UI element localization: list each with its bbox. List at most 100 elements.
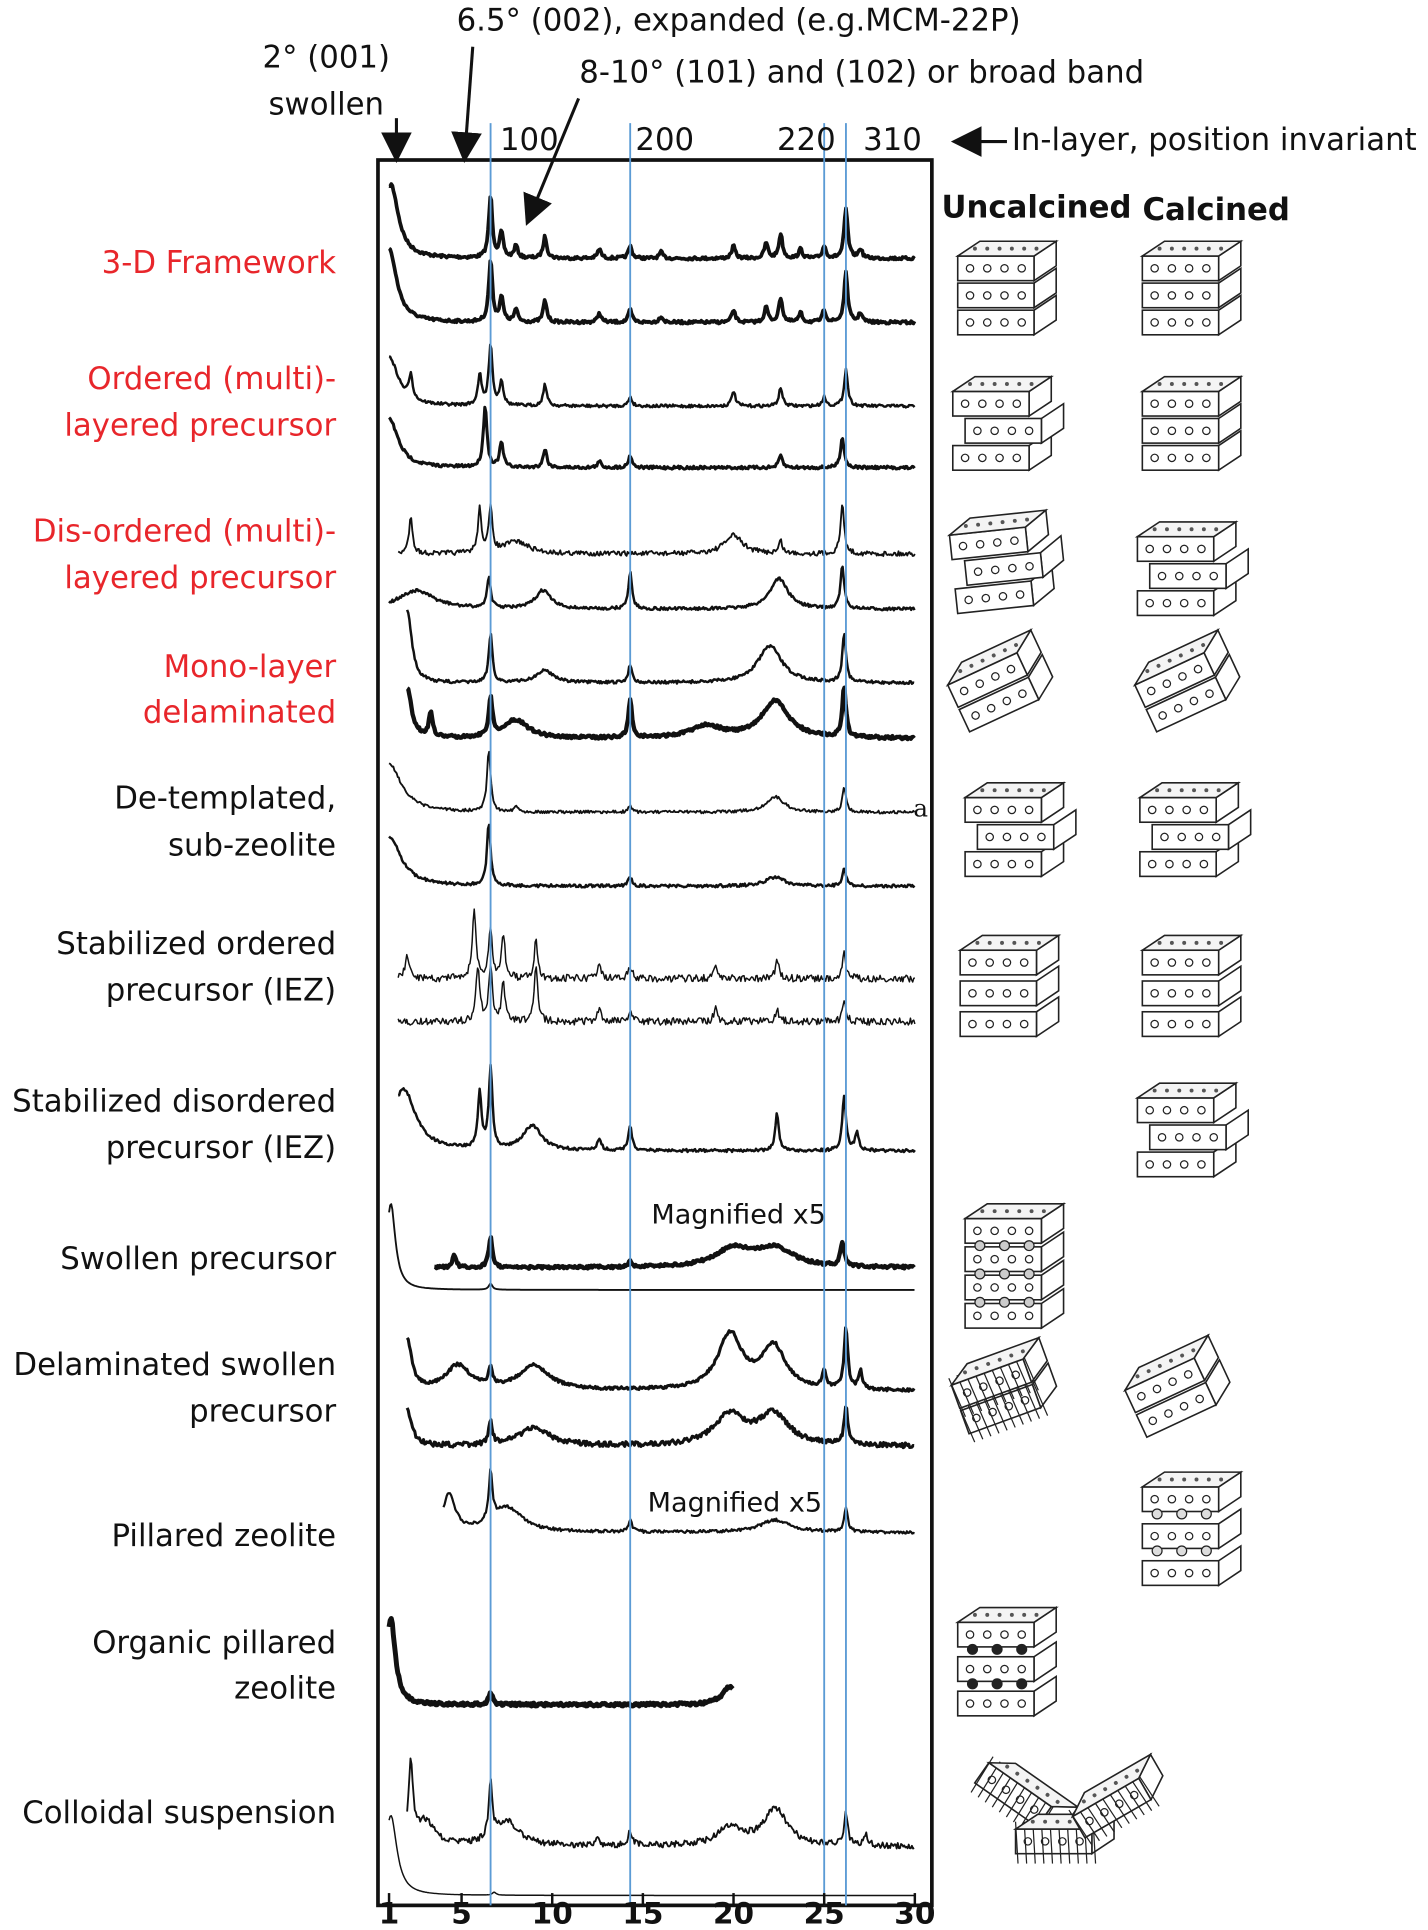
xrd-trace [388,823,916,889]
pore [980,382,985,386]
pore [1113,1781,1118,1785]
pore [1150,264,1159,273]
pore [1164,1409,1173,1418]
xrd-trace [388,1203,915,1291]
pore [1202,1494,1211,1504]
pore [1024,1311,1034,1321]
pore [975,940,980,945]
pore [998,592,1008,601]
pore [1184,958,1194,967]
bristle [965,1400,984,1440]
xrd-trace [405,609,915,686]
pore [992,382,997,386]
slab-top [1134,521,1239,538]
pore [1145,1105,1155,1115]
pore [963,1370,967,1375]
pore [997,1612,1002,1617]
pillar [991,1643,1003,1655]
pore [1179,598,1189,608]
pore [1167,788,1172,793]
pore [960,399,970,409]
pore [991,653,996,658]
pore [988,521,993,526]
structure-icon [946,508,1065,615]
pore [1007,1283,1017,1292]
pore [990,805,999,815]
pore [1202,1568,1211,1578]
pore [1150,453,1159,463]
pore [995,453,1004,463]
row-label: zeolite [234,1670,336,1706]
pore [1167,1531,1177,1541]
pore [1206,382,1211,386]
pore [1150,318,1159,327]
pore [1017,1630,1027,1639]
row-label: Ordered (multi)- [87,361,336,397]
row-label: layered precursor [64,408,336,444]
pore [982,291,992,300]
pore [975,679,985,688]
structure-icon [957,933,1062,1038]
pore [1152,527,1157,532]
pore [1017,788,1022,793]
annotation: 6.5° (002), expanded (e.g.MCM-22P) [457,3,1021,39]
slab-top [1139,1471,1244,1488]
reflection-label: 200 [635,122,694,158]
pore [1192,1133,1201,1142]
pore [1000,1664,1009,1674]
structure-icon [970,1756,1081,1838]
pore [1041,788,1046,793]
pore [1202,318,1211,327]
pore [1092,1793,1097,1798]
pore [968,989,977,998]
pillar [974,1268,986,1280]
arrow [523,97,581,226]
pore [1201,643,1206,647]
pillar [998,1240,1011,1252]
bristle [1030,1376,1049,1416]
xrd-trace [433,1234,916,1271]
pore [1157,1477,1162,1482]
pore [1007,426,1017,436]
pore [1019,832,1029,842]
bristle [1022,1379,1041,1419]
pore [1202,1019,1211,1029]
pore [1179,1105,1189,1115]
pillar [974,1296,986,1308]
pore [1169,246,1174,251]
annotation: 2° (001) [263,40,390,76]
pore [1024,1283,1034,1292]
pore [1189,696,1199,706]
pore [1015,590,1025,599]
pore [1145,598,1155,608]
row-label: Delaminated swollen [13,1347,336,1383]
pore [973,567,983,577]
pore [1000,940,1004,945]
row-label: sub-zeolite [168,827,336,863]
pore [1189,527,1194,532]
pore [1005,1764,1010,1769]
pore [1191,1348,1196,1353]
slab-side [1217,1507,1242,1550]
bristle [1006,1385,1024,1425]
pore [1184,1494,1194,1504]
pore [1199,805,1209,815]
pore [1177,527,1182,532]
pore [1179,788,1184,793]
pore [1219,382,1224,386]
pore [1007,1226,1017,1236]
pore [1202,453,1211,463]
slab-side [1033,1640,1057,1683]
pore [1167,958,1177,967]
pore [1206,940,1211,945]
pore [1018,689,1027,698]
slab-top [962,1202,1067,1220]
pore [985,1019,995,1029]
pore [1055,1799,1060,1804]
pore [1202,958,1211,967]
pore [1025,562,1034,571]
pore [990,1283,999,1292]
pore [1147,805,1157,815]
pore [982,1699,992,1708]
